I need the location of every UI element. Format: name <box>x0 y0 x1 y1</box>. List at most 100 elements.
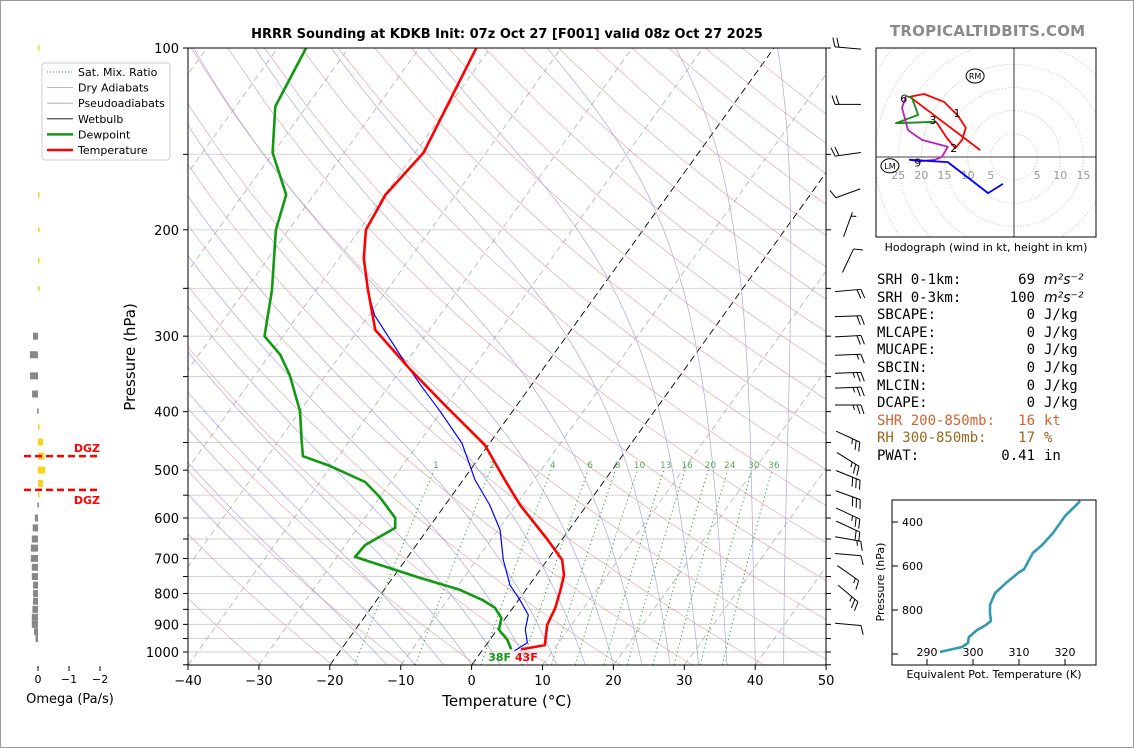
omega-bar <box>31 563 38 571</box>
wind-barb-staff <box>843 212 853 237</box>
hodograph-ring-label: 20 <box>914 169 928 182</box>
wind-barb-half-feather <box>856 540 858 546</box>
omega-x-tick-label: −2 <box>92 673 108 686</box>
y-tick-label: 800 <box>154 587 179 602</box>
theta-e-x-tick-label: 320 <box>1055 646 1076 659</box>
mixing-ratio-label: 30 <box>748 461 760 471</box>
wind-barb <box>837 584 859 611</box>
wind-barb-staff <box>834 371 862 374</box>
omega-x-tick-label: 0 <box>35 673 42 686</box>
wind-barb <box>834 353 865 364</box>
dry-adiabat <box>188 346 549 665</box>
isotherm-line <box>188 48 420 371</box>
mixing-ratio-label: 20 <box>705 461 717 471</box>
y-axis-label: Pressure (hPa) <box>121 303 139 411</box>
wind-barb-half-feather <box>852 387 856 393</box>
omega-bar <box>38 424 40 430</box>
dry-adiabat <box>188 407 477 665</box>
isotherm-line <box>188 48 279 174</box>
theta-e-y-tick-label: 600 <box>902 560 923 573</box>
mixing-ratio-line <box>574 470 638 665</box>
highlighted-isotherm <box>471 172 826 665</box>
stat-row: PWAT: 0.41 in <box>877 448 1097 466</box>
wind-barb-feather <box>856 315 861 325</box>
wind-barb-feather <box>860 335 865 345</box>
wind-barb-feather <box>860 625 864 635</box>
skewt-profiles <box>263 48 566 652</box>
moist-adiabat <box>188 255 529 665</box>
wind-barb-feather <box>858 480 861 490</box>
omega-bar <box>37 502 39 508</box>
wind-barb-feather <box>856 335 861 345</box>
wind-barb <box>835 536 863 551</box>
wind-barb <box>835 553 864 566</box>
dry-adiabat <box>264 48 826 544</box>
stat-row: SBCAPE: 0 J/kg <box>877 307 1097 325</box>
isotherm-line <box>400 73 826 665</box>
isotherm-line <box>188 48 633 665</box>
wind-barb-staff <box>835 188 861 199</box>
moist-adiabat <box>777 48 792 665</box>
omega-bar <box>37 408 39 414</box>
wind-barb-staff <box>834 315 862 318</box>
wind-barb-staff <box>837 584 859 603</box>
stat-value: 0 <box>1026 307 1035 324</box>
mixing-ratio-label: 4 <box>550 461 556 471</box>
wind-barb-staff <box>835 152 861 157</box>
omega-bar <box>31 573 38 581</box>
omega-bar <box>33 628 38 636</box>
omega-bar <box>35 635 38 643</box>
hodograph-ring-label: 10 <box>1053 169 1067 182</box>
wind-barb-feather <box>851 477 854 487</box>
mixing-ratio-label: 2 <box>489 461 495 471</box>
y-tick-label: 100 <box>154 42 179 57</box>
mixing-ratio-line <box>521 470 589 665</box>
mixing-ratio-line <box>480 470 552 665</box>
y-tick-label: 400 <box>154 406 179 421</box>
legend-box <box>41 62 171 161</box>
wind-barb-staff <box>835 622 861 626</box>
wind-barb-half-feather <box>851 438 854 444</box>
moist-adiabat <box>188 493 359 665</box>
hodograph-trace <box>895 95 937 125</box>
stat-unit: J/kg <box>1044 342 1078 359</box>
dry-adiabat <box>188 470 405 665</box>
stat-unit: in <box>1044 447 1061 464</box>
theta-e-y-axis-label: Pressure (hPa) <box>874 543 887 622</box>
dgz-label: DGZ <box>74 442 100 455</box>
stat-value: 0 <box>1026 395 1035 412</box>
wind-barb-feather <box>860 404 865 415</box>
moist-adiabat <box>188 391 444 665</box>
moist-adiabat <box>546 48 728 665</box>
wind-barb <box>834 315 865 325</box>
wind-barb-half-feather <box>849 596 853 602</box>
stat-row: SBCIN: 0 J/kg <box>877 360 1097 378</box>
stat-value: 0.41 <box>1001 447 1035 464</box>
hodograph-ring-label: 5 <box>1034 169 1041 182</box>
surface-dewpoint-label: 38F <box>488 651 511 664</box>
stat-label: SHR 200-850mb: <box>877 412 996 429</box>
hodograph-height-label: 1 <box>954 107 961 120</box>
stat-label: SBCIN: <box>877 359 928 376</box>
legend-label: Temperature <box>77 144 148 157</box>
wind-barb-feather <box>836 37 840 48</box>
wind-barbs <box>829 37 866 635</box>
storm-motion-marker <box>965 68 985 84</box>
wind-barb-feather <box>854 440 857 450</box>
omega-bar <box>34 514 38 522</box>
dry-adiabat <box>188 224 693 665</box>
wind-barb-feather <box>856 289 862 299</box>
omega-bar <box>31 613 38 621</box>
dewpoint-profile <box>263 48 513 650</box>
chart-title: HRRR Sounding at KDKB Init: 07z Oct 27 [… <box>251 27 763 42</box>
wind-barb <box>835 288 866 299</box>
skewt-plot-frame <box>187 47 827 666</box>
stat-row: SRH 0-3km: 100 m²s⁻² <box>877 290 1097 308</box>
stat-label: MUCAPE: <box>877 342 937 359</box>
hodograph-height-label: 9 <box>914 157 921 170</box>
hodograph-axes: Hodograph (wind in kt, height in km) <box>875 47 1097 254</box>
isotherm-line <box>188 48 491 469</box>
mixing-ratio-line <box>700 470 753 665</box>
stat-label: MLCIN: <box>877 377 928 394</box>
